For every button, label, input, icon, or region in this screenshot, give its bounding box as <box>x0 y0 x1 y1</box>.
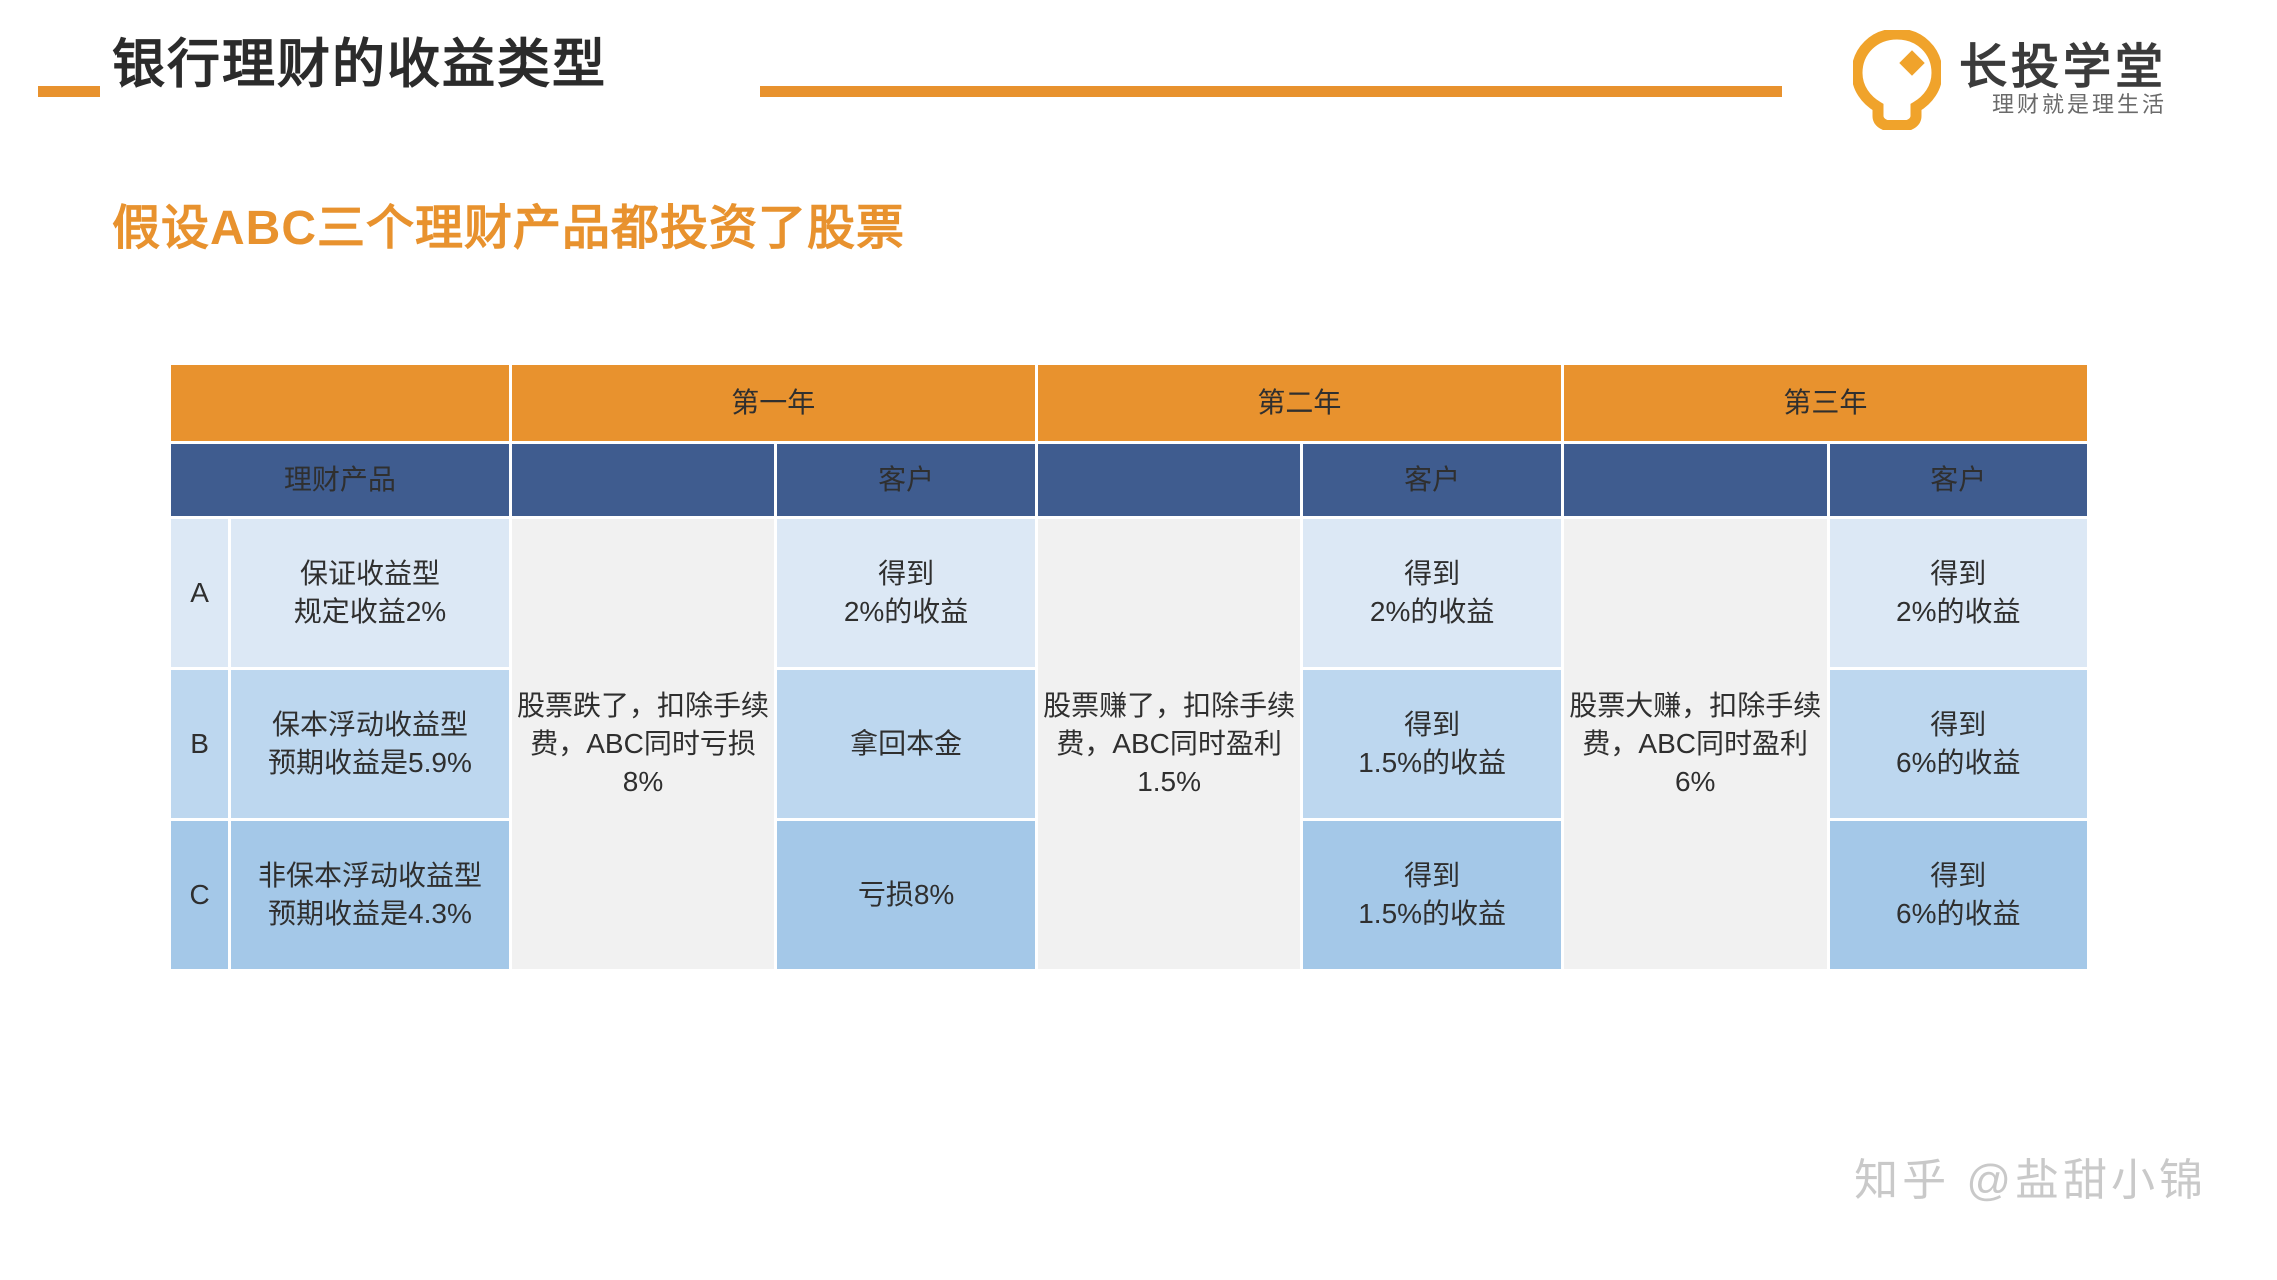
product-name-a-line1: 保证收益型 <box>299 558 440 590</box>
product-name-c-line1: 非保本浮动收益型 <box>257 860 482 892</box>
watermark: 知乎 @盐甜小锦 <box>1854 1156 2207 1205</box>
product-name-c: 非保本浮动收益型 预期收益是4.3% <box>231 821 509 969</box>
customer-result-c-year2: 得到 1.5%的收益 <box>1303 821 1561 969</box>
page-title: 银行理财的收益类型 <box>112 35 607 94</box>
market-note-year-1: 股票跌了，扣除手续费，ABC同时亏损8% <box>511 519 775 969</box>
table-row: B 保本浮动收益型 预期收益是5.9% 拿回本金 得到 1.5%的收益 得到 6… <box>171 670 2087 818</box>
logo-text-block: 长投学堂 理财就是理生活 <box>1959 44 2167 116</box>
market-note-year-2: 股票赚了，扣除手续费，ABC同时盈利1.5% <box>1037 519 1301 969</box>
header-year-1: 第一年 <box>511 365 1035 441</box>
customer-result-b-year3: 得到 6%的收益 <box>1829 670 2087 818</box>
product-name-b: 保本浮动收益型 预期收益是5.9% <box>231 670 509 818</box>
title-rule-right <box>760 86 1782 97</box>
customer-result-c-year1: 亏损8% <box>777 821 1035 969</box>
page-subtitle: 假设ABC三个理财产品都投资了股票 <box>112 202 905 255</box>
table-header-row: 第一年 第二年 第三年 <box>171 365 2087 441</box>
customer-result-c-year3: 得到 6%的收益 <box>1829 821 2087 969</box>
subheader-market-1 <box>511 444 775 516</box>
customer-result-b-year1: 拿回本金 <box>777 670 1035 818</box>
comparison-table-wrapper: 第一年 第二年 第三年 理财产品 客户 客户 客户 A 保证收益型 规定收益2%… <box>168 362 2090 972</box>
subheader-customer-2: 客户 <box>1303 444 1561 516</box>
product-name-a: 保证收益型 规定收益2% <box>231 519 509 667</box>
customer-result-a-year2: 得到 2%的收益 <box>1303 519 1561 667</box>
page-header: 银行理财的收益类型 长投学堂 理财就是理生活 <box>0 0 2277 150</box>
subheader-customer-1: 客户 <box>777 444 1035 516</box>
product-name-b-line1: 保本浮动收益型 <box>271 709 468 741</box>
product-id-a: A <box>171 519 229 667</box>
product-name-a-line2: 规定收益2% <box>293 596 447 627</box>
product-id-b: B <box>171 670 229 818</box>
logo-tagline: 理财就是理生活 <box>1992 92 2168 117</box>
table-subheader-row: 理财产品 客户 客户 客户 <box>171 444 2087 516</box>
subheader-market-3 <box>1563 444 1827 516</box>
comparison-table: 第一年 第二年 第三年 理财产品 客户 客户 客户 A 保证收益型 规定收益2%… <box>168 362 2090 972</box>
brand-logo: 长投学堂 理财就是理生活 <box>1851 28 2167 133</box>
customer-result-a-year3: 得到 2%的收益 <box>1829 519 2087 667</box>
customer-result-b-year2: 得到 1.5%的收益 <box>1303 670 1561 818</box>
lightbulb-circle-icon <box>1851 28 1943 133</box>
header-corner-cell <box>171 365 509 441</box>
product-name-c-line2: 预期收益是4.3% <box>268 898 472 929</box>
table-row: A 保证收益型 规定收益2% 股票跌了，扣除手续费，ABC同时亏损8% 得到 2… <box>171 519 2087 969</box>
product-id-c: C <box>171 821 229 969</box>
header-year-2: 第二年 <box>1037 365 1561 441</box>
customer-result-a-year1: 得到 2%的收益 <box>777 519 1035 667</box>
title-rule-left <box>38 86 100 97</box>
subheader-product: 理财产品 <box>171 444 509 516</box>
table-row: C 非保本浮动收益型 预期收益是4.3% 亏损8% 得到 1.5%的收益 得到 … <box>171 821 2087 969</box>
header-year-3: 第三年 <box>1563 365 2087 441</box>
product-name-b-line2: 预期收益是5.9% <box>268 747 472 778</box>
logo-name: 长投学堂 <box>1959 41 2168 94</box>
market-note-year-3: 股票大赚，扣除手续费，ABC同时盈利6% <box>1563 519 1827 969</box>
subheader-customer-3: 客户 <box>1829 444 2087 516</box>
subheader-market-2 <box>1037 444 1301 516</box>
